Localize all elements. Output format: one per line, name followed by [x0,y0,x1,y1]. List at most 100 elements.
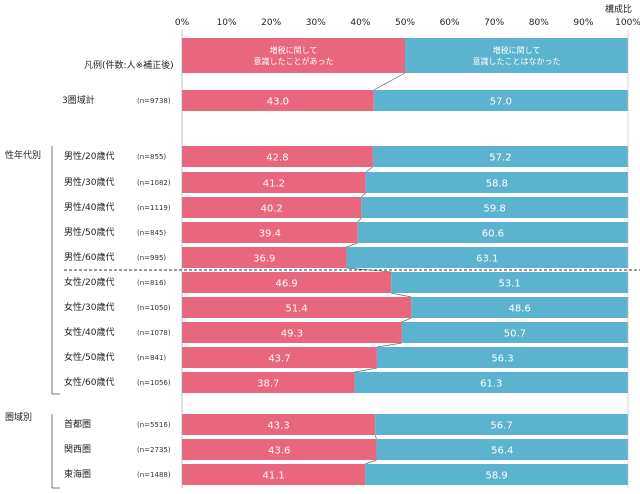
x-tick-label: 70% [484,18,505,28]
row-n-label: (n=995) [137,253,167,262]
connector-line [374,434,377,440]
data-label-series-1: 43.3 [267,421,289,432]
bar-series-1 [182,272,392,293]
row-n-label: (n=816) [137,278,167,287]
x-tick-label: 80% [528,18,549,28]
bar-series-1 [182,322,402,343]
x-tick-label: 0% [174,18,190,28]
connector-line [376,342,402,348]
row-label: 女性/60歳代 [64,377,115,388]
row-label: 女性/50歳代 [64,352,115,363]
group-label: 圏域別 [5,413,33,423]
data-label-series-1: 39.4 [259,229,281,240]
row-label: 女性/20歳代 [64,277,115,288]
row-label: 男性/50歳代 [64,227,115,238]
data-label-series-1: 51.4 [285,304,307,315]
row-n-label: (n=1488) [137,470,171,479]
row-label: 3圏域計 [62,95,95,106]
connector-line [373,72,406,91]
data-label-series-2: 63.1 [476,254,498,265]
data-label-series-2: 56.3 [491,354,513,365]
bar-series-1 [182,247,347,268]
row-n-label: (n=5516) [137,420,171,429]
bar-series-1 [182,414,376,435]
bar-series-2 [401,322,628,343]
row-label: 関西圏 [64,444,92,455]
bar-series-2 [373,90,628,111]
row-n-label: (n=1050) [137,303,171,312]
row-label: 首都圏 [64,419,92,430]
legend-swatch-series-1 [182,38,405,73]
bar-series-1 [182,172,366,193]
data-label-series-1: 43.6 [268,446,290,457]
data-label-series-2: 58.8 [486,179,508,190]
data-label-series-2: 53.1 [498,279,520,290]
legend-text-series-1: 増税に関して [270,45,318,55]
data-label-series-2: 50.7 [504,329,526,340]
connector-line [401,317,412,323]
row-label: 女性/30歳代 [64,302,115,313]
group-bracket [51,146,60,395]
bar-series-2 [346,247,628,268]
bar-series-1 [182,222,358,243]
x-tick-label: 30% [305,18,326,28]
row-label: 男性/20歳代 [64,151,115,162]
row-label: 男性/30歳代 [64,177,115,188]
row-n-label: (n=841) [137,353,167,362]
data-label-series-2: 58.9 [486,471,508,482]
legend-swatch-series-2 [405,38,628,73]
data-label-series-2: 60.6 [482,229,504,240]
row-n-label: (n=845) [137,228,167,237]
data-label-series-1: 41.1 [263,471,285,482]
bar-series-2 [372,146,628,167]
data-label-series-2: 56.4 [491,446,513,457]
connector-line [365,459,377,465]
data-label-series-1: 36.9 [253,254,275,265]
legend-text-series-2: 増税に関して [493,45,541,55]
row-label: 男性/60歳代 [64,252,115,263]
connector-line [354,367,377,373]
bar-series-1 [182,372,355,393]
bar-series-2 [357,222,628,243]
connector-line [346,242,358,248]
legend-text-series-1: 意識したことがあった [254,56,334,66]
bar-series-1 [182,464,366,485]
data-label-series-1: 42.8 [266,153,288,164]
bar-series-2 [375,414,628,435]
bar-series-2 [361,197,628,218]
bar-series-1 [182,90,374,111]
unit-label: 構成比 [604,5,632,15]
connector-line [357,217,362,223]
row-n-label: (n=1082) [137,178,171,187]
bar-series-2 [365,464,628,485]
legend-label: 凡例(件数:人※補正後) [84,61,174,71]
bar-series-1 [182,146,373,167]
data-label-series-1: 43.0 [267,97,289,108]
connector-line [346,267,392,273]
bar-series-2 [391,272,628,293]
data-label-series-1: 40.2 [261,204,283,215]
bar-series-1 [182,439,377,460]
x-tick-label: 20% [261,18,282,28]
bar-series-1 [182,197,362,218]
connector-line [391,292,412,298]
x-tick-label: 50% [394,18,416,28]
x-tick-label: 100% [615,18,640,28]
bar-series-1 [182,347,377,368]
row-label: 東海圏 [64,469,92,480]
legend-text-series-2: 意識したことはなかった [473,56,561,66]
row-n-label: (n=1119) [137,203,171,212]
bar-series-2 [411,297,628,318]
data-label-series-1: 46.9 [275,279,297,290]
data-label-series-2: 57.2 [489,153,511,164]
x-tick-label: 10% [216,18,237,28]
group-bracket [51,414,60,489]
row-n-label: (n=1078) [137,328,171,337]
row-label: 男性/40歳代 [64,202,115,213]
connector-line [365,166,374,173]
group-label: 性年代別 [5,151,42,161]
bar-series-2 [376,347,628,368]
data-label-series-1: 41.2 [263,179,285,190]
data-label-series-2: 48.6 [508,304,530,315]
